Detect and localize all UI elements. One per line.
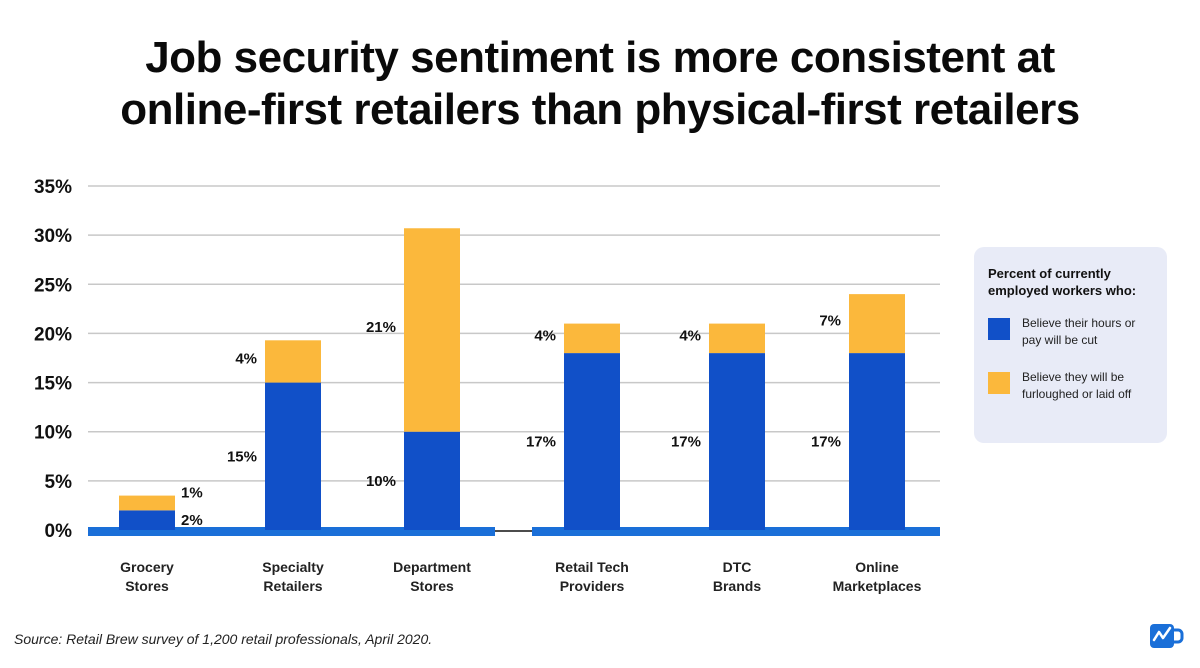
chart-title-line-2: online-first retailers than physical-fir… [120, 85, 1080, 134]
data-label-pay-cut: 2% [181, 512, 203, 529]
category-label: Marketplaces [833, 578, 922, 594]
brew-mug-logo-icon [1150, 624, 1184, 648]
bar-pay-cut [849, 353, 905, 530]
category-label: Stores [125, 578, 169, 594]
data-label-pay-cut: 10% [366, 473, 396, 490]
y-tick-label: 35% [34, 177, 72, 198]
category-label: Brands [713, 578, 761, 594]
data-label-furlough: 7% [819, 313, 841, 330]
y-tick-label: 0% [45, 521, 73, 542]
bar-furlough [265, 340, 321, 383]
source-note: Source: Retail Brew survey of 1,200 reta… [14, 631, 433, 647]
data-label-pay-cut: 15% [227, 448, 257, 465]
category-label: Retailers [263, 578, 322, 594]
bar-furlough [709, 323, 765, 354]
legend-item-furlough: Believe they will be furloughed or laid … [988, 369, 1153, 403]
bar-furlough [404, 228, 460, 432]
bar-pay-cut [119, 510, 175, 530]
bar-furlough [119, 495, 175, 511]
chart-title-line-1: Job security sentiment is more consisten… [145, 33, 1055, 82]
baseline-online [532, 527, 940, 536]
category-label: Online [855, 559, 899, 575]
y-tick-label: 15% [34, 374, 72, 395]
y-tick-label: 20% [34, 324, 72, 345]
legend-item-pay-cut: Believe their hours or pay will be cut [988, 315, 1153, 349]
legend-label-furlough: Believe they will be furloughed or laid … [1022, 370, 1132, 401]
bar-pay-cut [564, 353, 620, 530]
data-label-furlough: 4% [679, 327, 701, 344]
y-tick-label: 25% [34, 275, 72, 296]
baseline-physical [88, 527, 495, 536]
bar-furlough [849, 294, 905, 354]
data-label-pay-cut: 17% [526, 434, 556, 451]
bar-pay-cut [265, 382, 321, 530]
data-label-furlough: 4% [235, 350, 257, 367]
bar-pay-cut [709, 353, 765, 530]
y-tick-label: 5% [45, 472, 73, 493]
legend-title: Percent of currently employed workers wh… [988, 266, 1137, 298]
legend-swatch-furlough [988, 372, 1010, 394]
category-label: Stores [410, 578, 454, 594]
stacked-bar-chart: 0% 5% 10% 15% 20% 25% 30% 35% 2% 1% Grocery Stores 1… [34, 177, 940, 594]
bar-pay-cut [404, 431, 460, 530]
data-label-pay-cut: 17% [671, 434, 701, 451]
legend-label-pay-cut: Believe their hours or pay will be cut [1022, 316, 1136, 347]
bar-furlough [564, 323, 620, 354]
chart-title: Job security sentiment is more consisten… [0, 32, 1200, 136]
category-label: Providers [560, 578, 625, 594]
data-label-furlough: 21% [366, 319, 396, 336]
legend: Percent of currently employed workers wh… [974, 247, 1167, 443]
category-label: Department [393, 559, 471, 575]
y-tick-label: 10% [34, 423, 72, 444]
data-label-pay-cut: 17% [811, 434, 841, 451]
y-tick-label: 30% [34, 226, 72, 247]
category-label: Specialty [262, 559, 324, 575]
data-label-furlough: 1% [181, 485, 203, 502]
legend-swatch-pay-cut [988, 318, 1010, 340]
category-label: DTC [723, 559, 752, 575]
data-label-furlough: 4% [534, 327, 556, 344]
category-label: Grocery [120, 559, 174, 575]
category-label: Retail Tech [555, 559, 629, 575]
